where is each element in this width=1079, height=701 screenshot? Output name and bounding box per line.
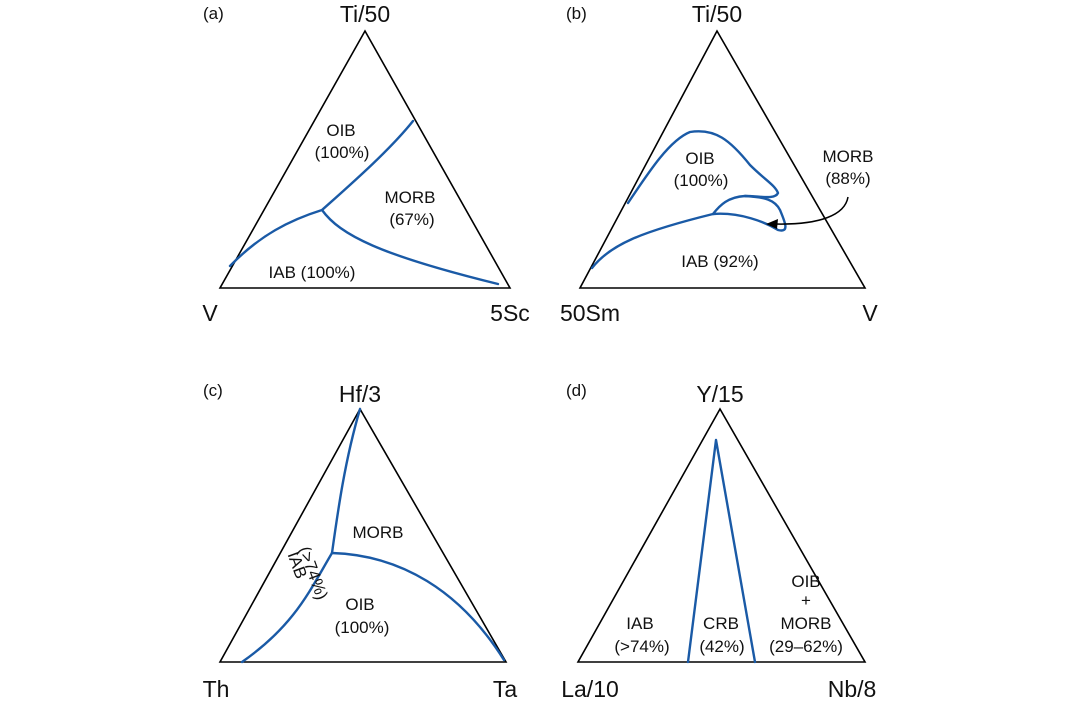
field-crb-d: CRB [703, 614, 739, 633]
field-iab-b: IAB (92%) [681, 252, 758, 271]
panel-c: (c) Hf/3 Th Ta MORB OIB (100%) IAB (>74%… [203, 381, 518, 701]
bottom-right-label-a: 5Sc [490, 300, 530, 326]
field-iab-a: IAB (100%) [269, 263, 356, 282]
boundary-morb-iab-a [320, 208, 500, 286]
field-morb-pct-a: (67%) [389, 210, 434, 229]
field-oib-pct-c: (100%) [335, 618, 390, 637]
field-crb-pct-d: (42%) [699, 637, 744, 656]
panel-label-d: (d) [566, 381, 587, 400]
apex-label-c: Hf/3 [339, 381, 381, 407]
panel-b: (b) Ti/50 50Sm V OIB (100%) MORB (88%) I… [560, 1, 878, 326]
panel-d: (d) Y/15 La/10 Nb/8 IAB (>74%) CRB (42%)… [561, 381, 876, 701]
field-morb-pct-b: (88%) [825, 169, 870, 188]
panel-label-c: (c) [203, 381, 223, 400]
field-oib-b: OIB [685, 149, 714, 168]
ternary-triangle-a [218, 29, 512, 289]
boundary-iab-oib-c [240, 551, 334, 664]
apex-label-d: Y/15 [696, 381, 743, 407]
bottom-left-label-c: Th [203, 676, 230, 701]
field-morb-d: MORB [781, 614, 832, 633]
field-morb-c: MORB [353, 523, 404, 542]
field-oib-pct-b: (100%) [674, 171, 729, 190]
field-iab-d: IAB [626, 614, 653, 633]
arrow-line-b [774, 196, 849, 225]
field-oib-d: OIB [791, 572, 820, 591]
boundary-morb-oib-c [330, 551, 506, 662]
bottom-right-label-d: Nb/8 [828, 676, 877, 701]
field-oib-pct-a: (100%) [315, 143, 370, 162]
bottom-left-label-a: V [202, 300, 218, 326]
ternary-triangle-c [218, 407, 508, 663]
field-oib-c: OIB [345, 595, 374, 614]
bottom-right-label-c: Ta [493, 676, 518, 701]
ternary-triangle-d [576, 407, 867, 663]
field-iab-pct-d: (>74%) [614, 637, 669, 656]
bottom-right-label-b: V [862, 300, 878, 326]
boundary-iab-morb-c [330, 407, 362, 555]
field-oib-a: OIB [326, 121, 355, 140]
field-morb-pct-d: (29–62%) [769, 637, 843, 656]
bottom-left-label-b: 50Sm [560, 300, 620, 326]
apex-label-b: Ti/50 [692, 1, 742, 27]
panel-label-b: (b) [566, 4, 587, 23]
bottom-left-label-d: La/10 [561, 676, 619, 701]
ternary-triangle-b [578, 29, 867, 289]
boundary-oib-iab-a [228, 208, 324, 268]
panel-a: (a) Ti/50 V 5Sc OIB (100%) MORB (67%) IA… [202, 1, 529, 326]
field-plus-d: + [801, 591, 811, 610]
boundary-oib-morb-a [320, 119, 415, 212]
arrow-head-b [766, 219, 778, 229]
panel-label-a: (a) [203, 4, 224, 23]
apex-label-a: Ti/50 [340, 1, 390, 27]
field-morb-b: MORB [823, 147, 874, 166]
field-morb-a: MORB [385, 188, 436, 207]
boundary-crb-d [686, 438, 757, 664]
